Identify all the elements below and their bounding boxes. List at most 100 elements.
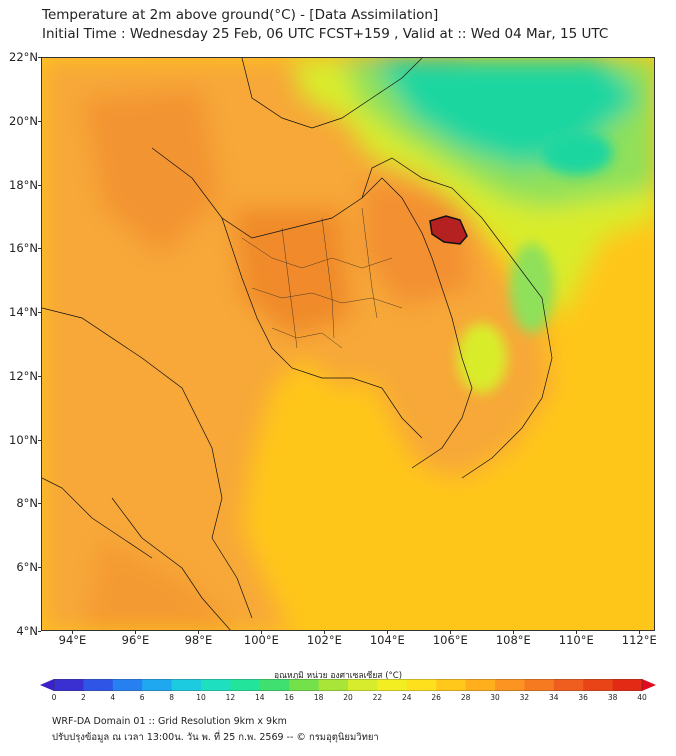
colorbar-title: อุณหภูมิ หน่วย องศาเซลเซียส (°C) [273,671,403,681]
colorbar-segment [127,679,143,691]
colorbar-segment [318,679,334,691]
lon-tick [450,631,452,634]
colorbar-label: 28 [460,693,471,702]
colorbar-label: 18 [313,693,324,702]
colorbar-label: 8 [169,693,174,702]
lat-tick [38,57,41,58]
lon-label: 108°E [495,633,531,647]
lat-label: 18°N [9,177,38,192]
colorbar-segment [303,679,320,691]
colorbar-label: 40 [637,693,647,702]
colorbar-segment [480,679,496,691]
lon-label: 100°E [243,633,279,647]
lat-tick [38,312,41,314]
colorbar-outline [53,679,643,691]
colorbar-segment [289,679,305,691]
lat-tick [38,439,41,441]
colorbar-label: 14 [255,693,265,702]
colorbar-segment [68,679,84,691]
lon-label: 110°E [558,633,594,647]
lon-tick [513,631,515,634]
lon-tick [135,631,137,634]
colorbar-label: 4 [110,693,116,702]
lon-label: 94°E [58,633,87,647]
colorbar-segment [171,679,187,691]
province-borders [241,207,403,349]
lat-label: 4°N [16,624,38,638]
colorbar-segment [274,679,290,691]
colorbar-segment [83,679,99,691]
country-borders [42,58,553,630]
lon-tick [387,631,389,634]
lon-tick [72,631,74,634]
colorbar-segment [568,679,584,691]
land-hot-central [232,208,352,338]
colorbar-min-arrow [40,679,54,691]
colorbar-segment [509,679,525,691]
colorbar-segment [436,679,452,691]
colorbar-label: 38 [607,693,618,702]
colorbar-segment [348,679,364,691]
colorbar-label: 24 [402,693,412,702]
lon-label: 102°E [306,633,342,647]
lat-tick [38,184,41,186]
colorbar-segment [583,679,599,691]
footer-update-info: ปรับปรุงข้อมูล ณ เวลา 13:00น. วัน พ. ที่… [52,732,379,743]
colorbar-label: 34 [549,693,559,702]
lat-tick [38,248,41,250]
colorbar-segment [495,679,511,691]
cool-hainan [541,131,613,175]
land-sumatra [82,538,240,630]
colorbar-segment [186,679,202,691]
cool-vietnam-coast [510,243,554,333]
colorbar-segment [54,679,70,691]
lat-tick [38,631,41,632]
colorbar-label: 6 [139,693,145,702]
colorbar-segment [215,679,231,691]
colorbar-segment [553,679,569,691]
lon-label: 96°E [121,633,150,647]
colorbar-segment [112,679,128,691]
colorbar-segment [597,679,614,691]
colorbar-segment [156,679,173,691]
colorbar [40,679,656,691]
lat-label: 6°N [16,560,38,575]
lon-label: 112°E [621,633,657,647]
lat-tick [38,375,41,377]
colorbar-label: 30 [490,693,500,702]
lon-tick [639,631,641,634]
colorbar-segment [406,679,422,691]
land-hot-east [362,178,472,308]
lat-tick [38,567,41,569]
colorbar-segment [333,679,349,691]
colorbar-segment [377,679,393,691]
colorbar-max-arrow [642,679,656,691]
lat-label: 14°N [9,305,38,320]
colorbar-segment [362,679,378,691]
lat-label: 12°N [9,368,38,383]
colorbar-segment [450,679,467,691]
colorbar-segment [539,679,555,691]
lat-label: 10°N [9,432,38,447]
colorbar-segment [627,679,643,691]
lon-tick [576,631,578,634]
colorbar-label: 26 [431,693,441,702]
lon-label: 104°E [369,633,405,647]
colorbar-segment [201,679,217,691]
colorbar-segment [245,679,261,691]
lat-tick [38,120,41,122]
lat-label: 16°N [9,241,38,256]
lat-label: 8°N [16,496,38,511]
colorbar-segment [98,679,114,691]
colorbar-segment [421,679,437,691]
colorbar-label: 10 [196,693,206,702]
map-subtitle: Initial Time : Wednesday 25 Feb, 06 UTC … [42,26,609,42]
hot-spot-contour [429,215,468,245]
lon-tick [324,631,326,634]
colorbar-label: 2 [81,693,86,702]
map-title: Temperature at 2m above ground(°C) - [Da… [42,7,439,23]
colorbar-label: 0 [51,693,57,702]
cool-mountains [457,323,507,393]
colorbar-segment [465,679,481,691]
colorbar-label: 20 [343,693,353,702]
